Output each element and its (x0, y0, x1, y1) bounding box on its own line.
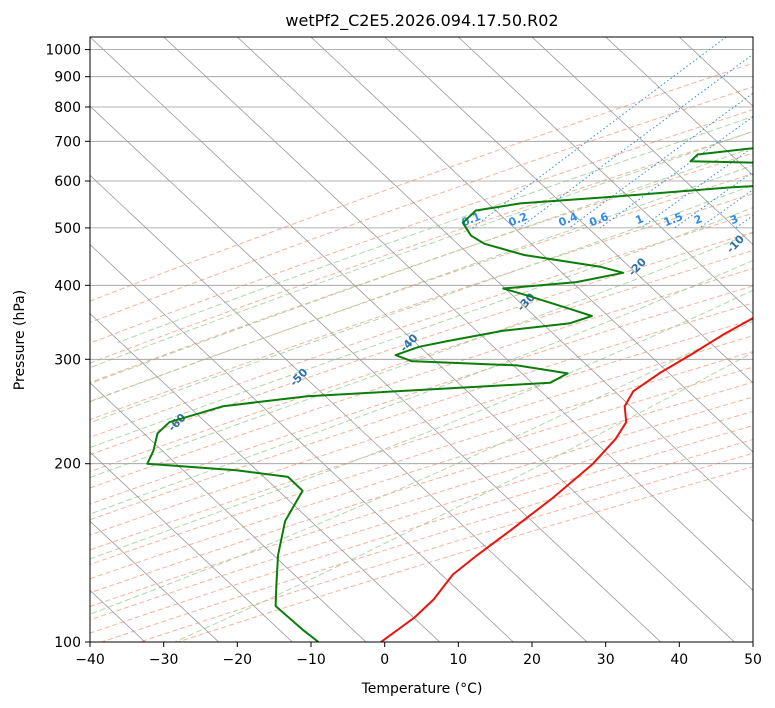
moist-adiabat (90, 320, 753, 615)
isotherm (90, 243, 514, 642)
isotherm (531, 37, 753, 246)
x-tick-label: 20 (523, 652, 541, 668)
y-tick-label: 900 (54, 70, 81, 86)
x-tick-label: 0 (380, 652, 389, 668)
y-axis-label: Pressure (hPa) (12, 290, 28, 390)
x-tick-label: −30 (149, 652, 179, 668)
moist-adiabat (90, 184, 753, 424)
mixing-ratio-line (569, 92, 753, 229)
y-tick-label: 100 (54, 635, 81, 651)
y-tick-label: 500 (54, 221, 81, 237)
isotherms (90, 37, 753, 642)
mixing-ratio-lines (472, 37, 753, 229)
dry-adiabat (90, 86, 753, 324)
dry-adiabat (90, 351, 753, 566)
isotherm (605, 37, 753, 176)
isotherm (90, 174, 588, 642)
dry-adiabat (90, 231, 753, 456)
y-tick-label: 700 (54, 134, 81, 150)
isotherm (90, 105, 661, 642)
dry-adiabat (90, 381, 753, 594)
mixing-ratio-label: 2 (692, 212, 704, 227)
x-tick-label: −40 (75, 652, 105, 668)
pressure-gridlines (90, 49, 753, 642)
x-tick-label: 50 (744, 652, 762, 668)
dry-adiabat (90, 335, 753, 551)
isotherm (90, 313, 440, 642)
dry-adiabat (90, 212, 753, 438)
x-tick-label: −10 (296, 652, 326, 668)
moist-adiabat (90, 259, 753, 515)
isotherm (90, 37, 735, 642)
x-tick-label: 30 (597, 652, 615, 668)
isotherm (90, 451, 293, 642)
isotherm (384, 37, 753, 384)
x-tick-label: −20 (223, 652, 253, 668)
y-tick-label: 200 (54, 457, 81, 473)
dry-adiabat (90, 302, 753, 521)
y-axis-ticks: 1000 900 800 700 600 500 400 300 200 100 (45, 43, 90, 651)
temperature-profile-line (380, 316, 753, 642)
dry-adiabat (90, 152, 753, 384)
isotherm (90, 520, 219, 642)
dry-adiabat (90, 267, 753, 489)
dry-adiabat (90, 318, 753, 536)
y-tick-label: 800 (54, 100, 81, 116)
isotherm (310, 37, 753, 453)
isotherm (237, 37, 753, 522)
isotherm (458, 37, 753, 315)
isotherm (163, 37, 753, 591)
moist-adiabat (90, 146, 753, 385)
moist-adiabats (90, 115, 753, 642)
x-tick-label: 40 (670, 652, 688, 668)
moist-adiabat (174, 351, 753, 642)
isotherm (90, 382, 367, 642)
x-axis-label: Temperature (°C) (361, 681, 483, 697)
chart-title: wetPf2_C2E5.2026.094.17.50.R02 (285, 11, 558, 31)
y-tick-label: 600 (54, 174, 81, 190)
y-tick-label: 400 (54, 278, 81, 294)
dry-adiabat (90, 109, 753, 344)
y-tick-label: 300 (54, 352, 81, 368)
x-tick-label: 10 (449, 652, 467, 668)
moist-adiabat (90, 289, 753, 560)
mixing-ratio-label: 3 (728, 212, 740, 227)
plot-frame (89, 36, 754, 643)
dry-adiabat (90, 396, 753, 608)
dry-adiabat (90, 193, 753, 421)
y-tick-label: 1000 (45, 43, 81, 59)
dry-adiabat (90, 285, 753, 505)
dry-adiabat (90, 366, 753, 580)
dewpoint-profile-line (146, 147, 753, 642)
x-axis-ticks: −40 −30 −20 −10 0 10 20 30 40 50 (75, 642, 762, 668)
mixing-ratio-label: 1 (634, 212, 646, 227)
